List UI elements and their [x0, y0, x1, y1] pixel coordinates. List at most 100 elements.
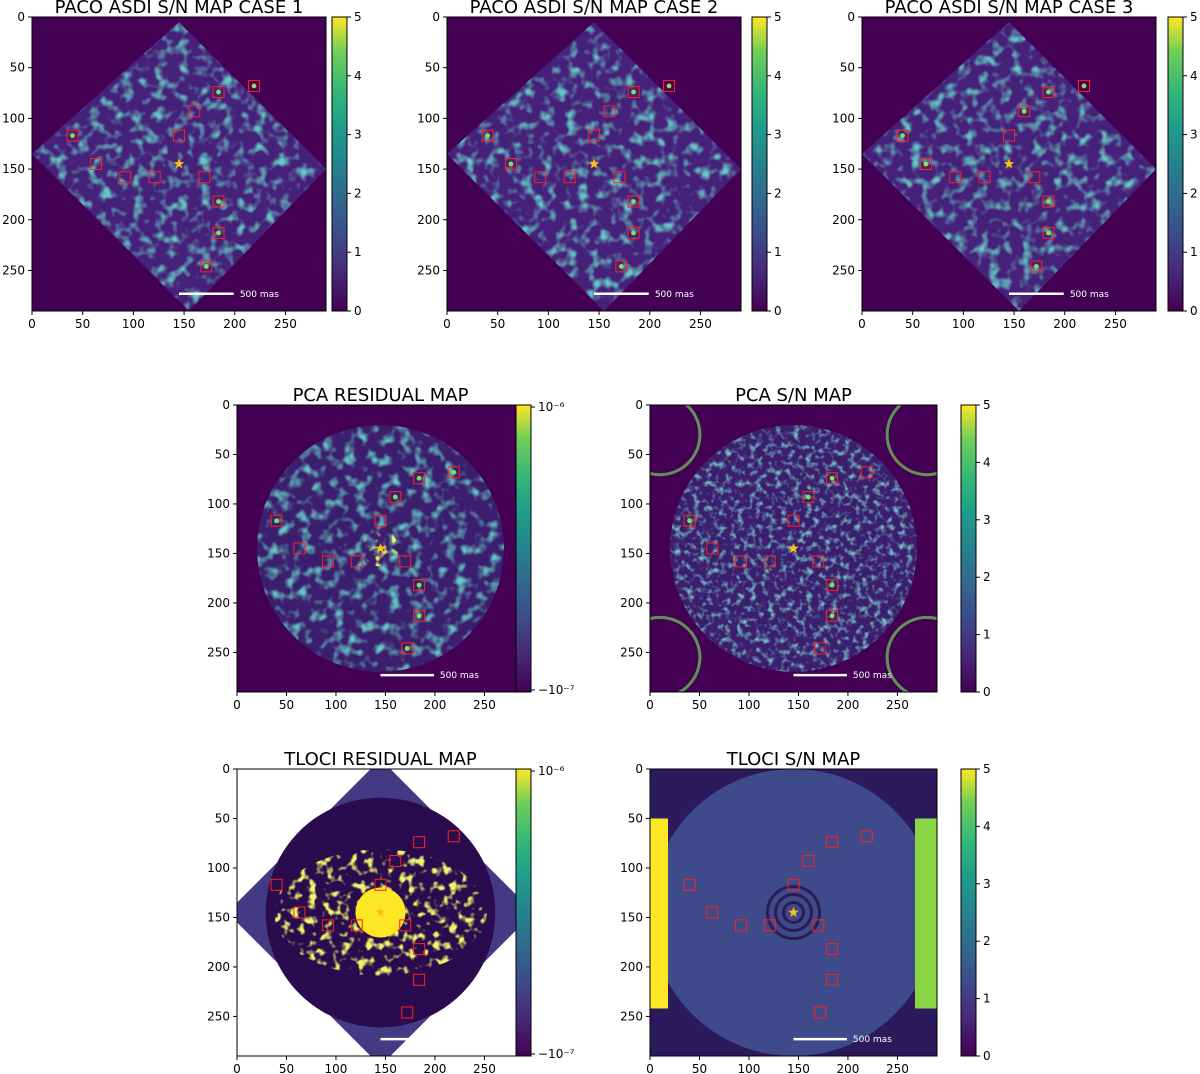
marker-box	[826, 836, 839, 849]
marker-box	[826, 973, 839, 986]
y-tick-label: 50	[10, 61, 25, 75]
colorbar	[960, 768, 977, 1057]
x-tick-label: 250	[274, 317, 297, 331]
y-tick-label: 0	[635, 398, 643, 412]
colorbar	[515, 768, 532, 1057]
source-blob	[829, 475, 835, 481]
y-tick-label: 50	[425, 61, 440, 75]
marker-box	[270, 514, 283, 527]
noise-texture	[862, 22, 1156, 311]
y-tick-label: 200	[207, 596, 230, 610]
x-tick-label: 150	[374, 1062, 397, 1074]
x-tick-label: 100	[738, 698, 761, 712]
x-tick-label: 50	[279, 698, 294, 712]
scale-bar-label: 500 mas	[440, 671, 479, 681]
marker-box	[1028, 171, 1041, 184]
x-tick-label: 150	[1003, 317, 1026, 331]
image-content: 500 mas	[650, 405, 937, 692]
colorbar-tick-label: 3	[983, 877, 991, 891]
y-tick-label: 250	[207, 645, 230, 659]
x-tick-label: 200	[836, 698, 859, 712]
colorbar-tick-label: 0	[983, 685, 991, 699]
source-blob	[251, 83, 257, 89]
source-blob	[416, 475, 422, 481]
speckle-ring	[782, 901, 805, 924]
marker-box	[389, 855, 402, 868]
y-tick-label: 200	[417, 213, 440, 227]
x-tick-label: 150	[374, 698, 397, 712]
colorbar-tick-label: 2	[774, 186, 782, 200]
x-tick-label: 50	[75, 317, 90, 331]
colorbar-tick-label: 4	[354, 69, 362, 83]
x-tick-label: 200	[423, 698, 446, 712]
plot-frame	[446, 16, 742, 312]
star-icon	[1003, 158, 1015, 169]
source-blob	[1046, 89, 1051, 95]
y-tick-label: 0	[635, 762, 643, 776]
plot-frame	[31, 16, 327, 312]
x-tick-label: 250	[886, 1062, 909, 1074]
y-tick-label: 200	[832, 213, 855, 227]
y-tick-label: 250	[207, 1009, 230, 1023]
y-tick-label: 100	[417, 111, 440, 125]
x-tick-label: 100	[537, 317, 560, 331]
y-tick-label: 100	[620, 497, 643, 511]
marker-box	[826, 472, 839, 485]
panel-title: PACO ASDI S/N MAP CASE 3	[885, 0, 1134, 18]
source-blob	[416, 582, 422, 588]
x-tick-label: 0	[443, 317, 451, 331]
y-tick-label: 200	[620, 960, 643, 974]
marker-box	[534, 171, 547, 184]
y-tick-label: 50	[215, 811, 230, 825]
marker-box	[802, 491, 815, 504]
x-tick-label: 250	[473, 698, 496, 712]
y-tick-label: 100	[2, 111, 25, 125]
colorbar-tick-label: −10⁻⁷	[538, 683, 575, 697]
edge-artifact	[650, 615, 702, 692]
marker-box	[399, 555, 412, 568]
panel-title: PACO ASDI S/N MAP CASE 2	[470, 0, 719, 18]
marker-box	[188, 105, 201, 118]
colorbar-tick-label: 0	[983, 1049, 991, 1063]
y-tick-label: 50	[840, 61, 855, 75]
source-blob	[1081, 83, 1087, 89]
x-tick-label: 100	[325, 1062, 348, 1074]
source-blob	[416, 613, 422, 619]
y-tick-label: 150	[620, 910, 643, 924]
colorbar-tick-label: 1	[354, 245, 362, 259]
noise-texture	[32, 22, 326, 311]
colorbar	[1167, 16, 1184, 312]
marker-box	[1042, 195, 1055, 208]
star-icon	[788, 543, 799, 553]
marker-box	[413, 579, 426, 592]
colorbar-tick-label: 4	[983, 819, 991, 833]
speckle-ring	[774, 893, 813, 932]
y-tick-label: 100	[620, 861, 643, 875]
source-blob	[404, 646, 410, 651]
colorbar-tick-label: 4	[1190, 69, 1198, 83]
source-blob	[1033, 263, 1039, 269]
y-tick-label: 200	[620, 596, 643, 610]
colorbar-tick-label: 5	[774, 10, 782, 24]
y-tick-label: 150	[620, 546, 643, 560]
marker-box	[198, 171, 211, 184]
x-tick-label: 200	[1053, 317, 1076, 331]
marker-box	[735, 919, 748, 932]
marker-box	[787, 514, 800, 527]
y-tick-label: 0	[432, 10, 440, 24]
marker-box	[896, 129, 909, 142]
scale-bar-label: 500 mas	[440, 1035, 479, 1045]
x-tick-label: 100	[122, 317, 145, 331]
marker-box	[119, 171, 132, 184]
x-tick-label: 150	[173, 317, 196, 331]
marker-box	[1030, 260, 1043, 273]
scale-bar-label: 500 mas	[853, 671, 892, 681]
y-tick-label: 250	[2, 263, 25, 277]
marker-box	[706, 542, 719, 555]
source-blob	[392, 494, 398, 500]
source-blob	[216, 230, 221, 236]
y-tick-label: 50	[628, 811, 643, 825]
source-blob	[216, 199, 221, 204]
x-tick-label: 150	[787, 698, 810, 712]
